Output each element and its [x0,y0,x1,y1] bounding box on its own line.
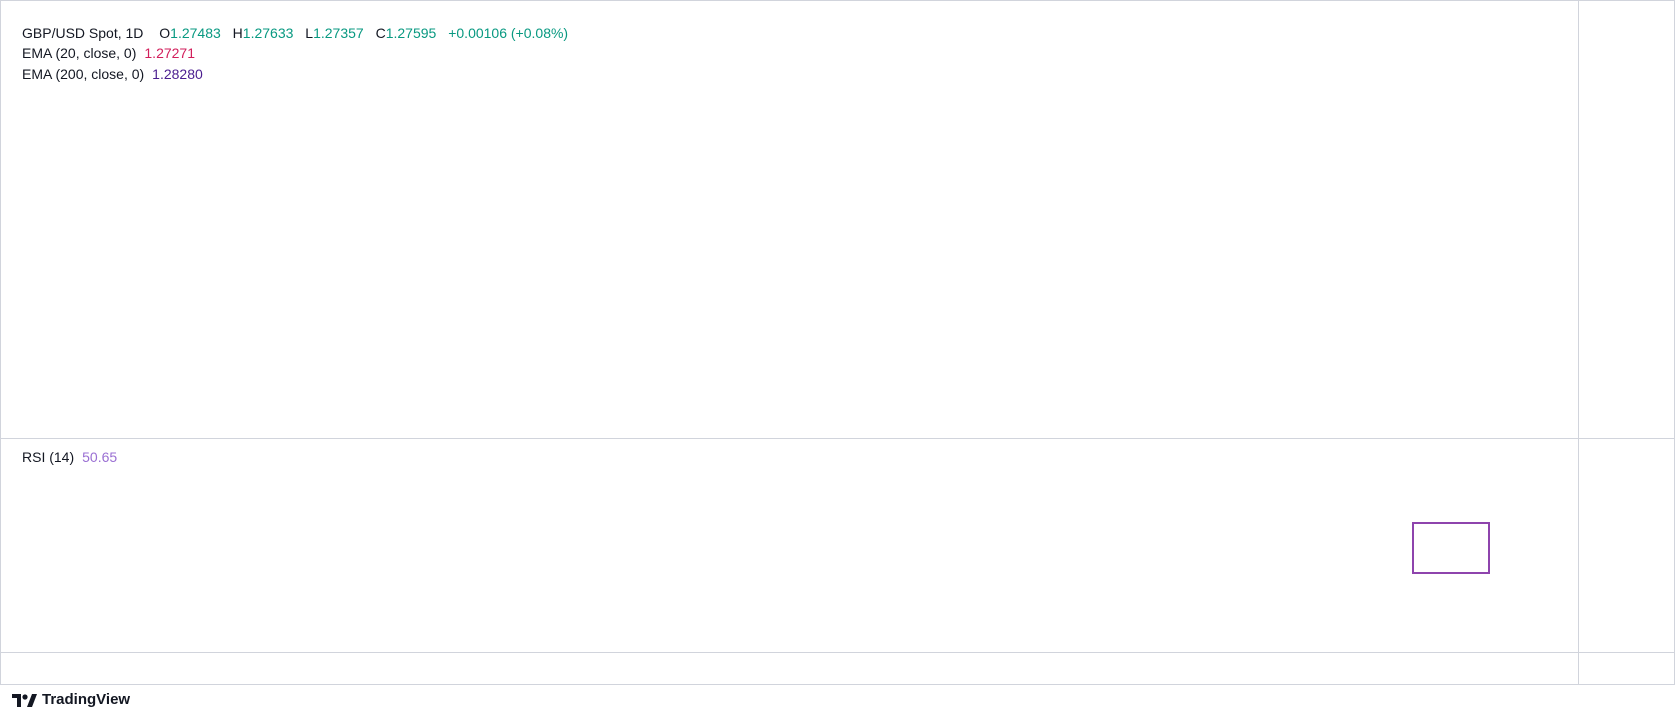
highlight-box [1412,522,1490,574]
quote-change: +0.00106 (+0.08%) [448,25,568,41]
legend-value: 1.28280 [152,66,203,82]
quote-value: 1.27483 [170,25,221,41]
brand: TradingView [42,691,130,708]
quote-key: L [305,25,313,41]
quote-value: 1.27357 [313,25,364,41]
legend-name: RSI (14) [22,449,74,465]
legend-value: 1.27271 [144,45,195,61]
legend-value: 50.65 [82,449,117,465]
legend-name: EMA (200, close, 0) [22,66,144,82]
quote-key: H [233,25,243,41]
legend-ema20: EMA (20, close, 0) 1.27271 [22,45,195,61]
quote-key: C [376,25,386,41]
quote-value: 1.27595 [386,25,437,41]
quote-value: 1.27633 [243,25,294,41]
frame [0,0,1675,685]
quote-key: O [159,25,170,41]
legend-ema200: EMA (200, close, 0) 1.28280 [22,66,203,82]
legend-name: EMA (20, close, 0) [22,45,136,61]
symbol-title: GBP/USD Spot, 1D [22,25,143,41]
header: GBP/USD Spot, 1D O1.27483 H1.27633 L1.27… [22,25,568,41]
legend-rsi: RSI (14) 50.65 [22,449,117,465]
brand-logo [12,694,37,707]
